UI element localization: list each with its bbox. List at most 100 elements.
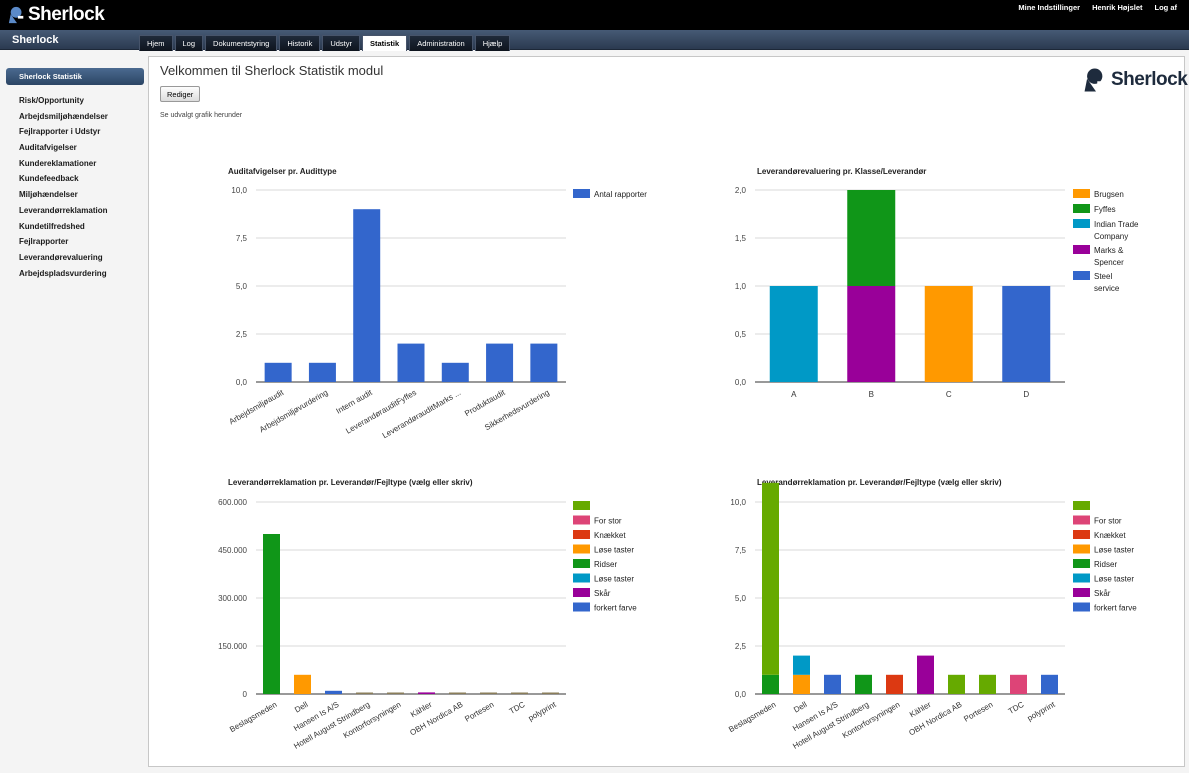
sidebar-item-kundereklamationer[interactable]: Kundereklamationer [19, 158, 97, 168]
tab-dokumentstyring[interactable]: Dokumentstyring [205, 35, 278, 51]
y-tick-label: 5,0 [735, 594, 747, 603]
x-tick-label: TDC [508, 700, 527, 716]
bar-segment [397, 343, 425, 382]
chart-title: Leverandørevaluering pr. Klasse/Leverand… [757, 167, 926, 176]
x-tick-label: polyprint [1026, 700, 1057, 723]
bar-segment [948, 674, 965, 694]
bar-segment [769, 286, 818, 382]
legend-swatch [1073, 588, 1090, 597]
tab-hjaelp[interactable]: Hjælp [474, 35, 511, 51]
legend-label: Skår [1094, 589, 1111, 598]
legend-label: forkert farve [1094, 604, 1137, 613]
legend-swatch [1073, 219, 1090, 228]
y-tick-label: 0,0 [735, 378, 747, 387]
bar-segment [486, 343, 514, 382]
edit-button[interactable]: Rediger [160, 86, 201, 102]
x-tick-label: polyprint [527, 700, 558, 723]
settings-link[interactable]: Mine Indstillinger [1018, 3, 1081, 12]
bar-segment [325, 690, 342, 694]
logout-link[interactable]: Log af [1154, 3, 1178, 12]
legend-swatch [1073, 530, 1090, 539]
bar-segment [762, 482, 779, 675]
x-tick-label: Dell [293, 700, 310, 715]
bar [542, 692, 559, 694]
y-tick-label: 1,0 [735, 282, 747, 291]
tab-hjem[interactable]: Hjem [139, 35, 173, 51]
legend-label: Brugsen [1094, 190, 1124, 199]
main-tabs: Hjem Log Dokumentstyring Historik Udstyr… [139, 35, 511, 51]
hint-text: Se udvalgt grafik herunder [160, 112, 243, 119]
sherlock-logo-icon [8, 6, 24, 24]
bar-segment [1002, 286, 1051, 382]
tab-udstyr[interactable]: Udstyr [322, 35, 360, 51]
bar [449, 692, 466, 694]
sidebar-item-risk-opportunity[interactable]: Risk/Opportunity [19, 96, 84, 105]
legend-swatch [573, 515, 590, 525]
legend-swatch [1073, 204, 1090, 213]
bar-segment [886, 674, 903, 694]
legend-swatch [1073, 602, 1090, 612]
tab-statistik[interactable]: Statistik [362, 35, 408, 51]
x-tick-label: Portesen [962, 700, 994, 724]
chart-title: Leverandørreklamation pr. Leverandør/Fej… [228, 478, 473, 487]
y-tick-label: 5,0 [236, 282, 248, 291]
legend-swatch [573, 602, 590, 612]
legend-label: Knækket [1094, 531, 1126, 540]
chart-title: Auditafvigelser pr. Audittype [228, 167, 337, 176]
bar-segment [847, 286, 896, 382]
sidebar-item-kundefeedback[interactable]: Kundefeedback [19, 174, 79, 184]
sidebar-item-leverandorreklamation[interactable]: Leverandørreklamation [19, 205, 108, 215]
sidebar-item-arbejdsmiljohaendelser[interactable]: Arbejdsmiljøhændelser [19, 111, 108, 121]
y-tick-label: 2,5 [236, 330, 248, 339]
sidebar-item-fejlrapporter-udstyr[interactable]: Fejlrapporter i Udstyr [19, 127, 101, 137]
x-tick-label: Kontorforsyningen [841, 700, 902, 740]
sidebar-item-leverandorevaluering[interactable]: Leverandørevaluering [19, 252, 103, 262]
sidebar-item-miljohaendelser[interactable]: Miljøhændelser [19, 190, 78, 200]
bar-segment [824, 674, 841, 694]
user-name-link[interactable]: Henrik Højslet [1092, 3, 1143, 12]
y-tick-label: 2,5 [735, 642, 747, 651]
bar-segment [353, 209, 381, 382]
bar-segment [264, 362, 292, 382]
x-tick-label: Beslagsmeden [228, 700, 278, 734]
x-tick-label: Intern audit [335, 388, 375, 416]
legend-label: Antal rapporter [594, 190, 647, 199]
bar [511, 692, 528, 694]
bar-segment [979, 674, 996, 694]
tab-administration[interactable]: Administration [409, 35, 473, 51]
legend-label: Skår [594, 589, 611, 598]
y-tick-label: 10,0 [730, 498, 746, 507]
sidebar-item-kundetilfredshed[interactable]: Kundetilfredshed [19, 221, 85, 231]
legend-label: Ridser [1094, 560, 1117, 569]
sidebar-item-auditafvigelser[interactable]: Auditafvigelser [19, 143, 77, 153]
legend-swatch [1073, 501, 1090, 510]
bar-segment [1041, 674, 1058, 694]
sidebar-item-fejlrapporter[interactable]: Fejlrapporter [19, 237, 69, 247]
tab-historik[interactable]: Historik [279, 35, 321, 51]
legend-label: Indian Trade [1094, 220, 1139, 229]
legend-swatch [1073, 544, 1090, 554]
legend-swatch [1073, 271, 1090, 280]
app-logo-text: Sherlock [28, 4, 105, 25]
tab-log[interactable]: Log [174, 35, 204, 51]
y-tick-label: 300.000 [218, 594, 247, 603]
y-tick-label: 7,5 [236, 234, 248, 243]
sidebar-item-arbejdspladsvurdering[interactable]: Arbejdspladsvurdering [19, 268, 107, 278]
y-tick-label: 0,5 [735, 330, 747, 339]
x-tick-label: Dell [792, 700, 809, 715]
bar-segment [847, 190, 896, 286]
legend-swatch [573, 588, 590, 597]
app-logo[interactable]: Sherlock [8, 3, 105, 27]
legend-swatch [573, 559, 590, 568]
bar [356, 692, 373, 694]
sherlock-logo-icon [1084, 68, 1105, 92]
bar-segment [418, 692, 435, 694]
brand-logo-text: Sherlock [1111, 69, 1188, 90]
sidebar-header[interactable]: Sherlock Statistik [6, 68, 144, 85]
x-tick-label: Beslagsmeden [727, 700, 777, 734]
legend-swatch [1073, 515, 1090, 525]
bar-segment [530, 343, 558, 382]
x-tick-label: OBH Nordica AB [408, 700, 464, 738]
sidebar-menu: Risk/Opportunity Arbejdsmiljøhændelser F… [19, 94, 108, 282]
x-tick-label: A [791, 390, 797, 399]
